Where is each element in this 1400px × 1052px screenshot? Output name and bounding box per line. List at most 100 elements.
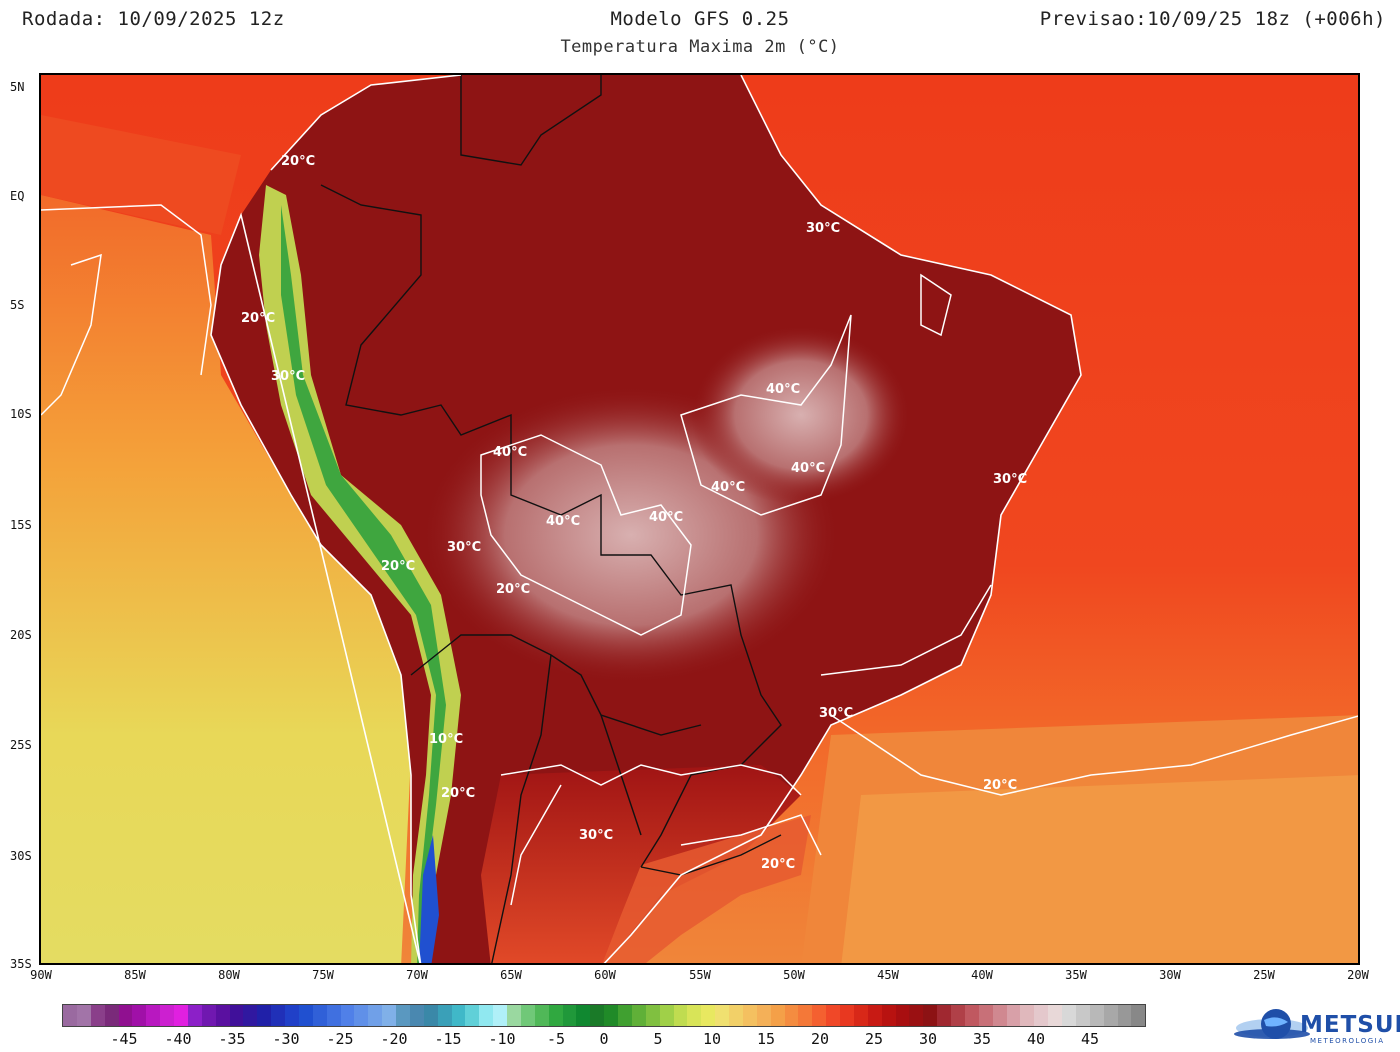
contour-label: 10°C	[429, 732, 463, 747]
colorbar-segment	[909, 1005, 924, 1026]
colorbar-segment	[229, 1005, 244, 1026]
colorbar-segment	[770, 1005, 785, 1026]
colorbar-segment	[215, 1005, 230, 1026]
colorbar-segment	[812, 1005, 827, 1026]
lon-tick-label: 40W	[971, 968, 993, 982]
contour-label: 30°C	[447, 540, 481, 555]
colorbar-segment	[423, 1005, 438, 1026]
colorbar-tick-label: 40	[1026, 1030, 1046, 1048]
colorbar-tick-label: -40	[164, 1030, 192, 1048]
lat-tick-label: EQ	[10, 189, 25, 203]
colorbar-tick-label: -15	[434, 1030, 462, 1048]
pacific-ocean	[41, 195, 411, 963]
colorbar-tick-label: -25	[326, 1030, 354, 1048]
lat-tick-label: 5S	[10, 298, 25, 312]
colorbar-segment	[840, 1005, 854, 1026]
colorbar-tick-label: 45	[1080, 1030, 1100, 1048]
colorbar-segment	[409, 1005, 424, 1026]
colorbar-segment	[895, 1005, 910, 1026]
colorbar-segment	[1048, 1005, 1062, 1026]
colorbar-segment	[715, 1005, 729, 1026]
colorbar-tick-label: -5	[546, 1030, 566, 1048]
contour-label: 30°C	[579, 828, 613, 843]
colorbar-segment	[867, 1005, 882, 1026]
colorbar-segment	[659, 1005, 674, 1026]
colorbar-segment	[1075, 1005, 1090, 1026]
colorbar-segment	[687, 1005, 702, 1026]
colorbar-segment	[756, 1005, 771, 1026]
lon-tick-label: 90W	[30, 968, 52, 982]
lon-tick-label: 80W	[218, 968, 240, 982]
colorbar-segment	[729, 1005, 743, 1026]
colorbar-segment	[76, 1005, 91, 1026]
colorbar-segment	[285, 1005, 299, 1026]
colorbar-segment	[132, 1005, 147, 1026]
colorbar-segment	[437, 1005, 452, 1026]
temperature-colorbar	[62, 1004, 1146, 1027]
colorbar-tick-label: 15	[756, 1030, 776, 1048]
colorbar-segment	[576, 1005, 591, 1026]
contour-label: 20°C	[496, 582, 530, 597]
lon-tick-label: 70W	[406, 968, 428, 982]
contour-label: 20°C	[381, 559, 415, 574]
colorbar-segment	[493, 1005, 507, 1026]
colorbar-segment	[1117, 1005, 1132, 1026]
lon-tick-label: 65W	[500, 968, 522, 982]
colorbar-segment	[118, 1005, 133, 1026]
colorbar-segment	[826, 1005, 840, 1026]
contour-label: 40°C	[791, 461, 825, 476]
colorbar-segment	[784, 1005, 799, 1026]
variable-label: Temperatura Maxima 2m (°C)	[560, 37, 840, 57]
contour-label: 40°C	[649, 510, 683, 525]
contour-label: 20°C	[761, 857, 795, 872]
contour-label: 40°C	[546, 514, 580, 529]
colorbar-tick-label: 0	[599, 1030, 609, 1048]
andes-cool-strip	[259, 185, 461, 963]
colorbar-segment	[618, 1005, 632, 1026]
colorbar-tick-label: 10	[702, 1030, 722, 1048]
colorbar-segment	[90, 1005, 105, 1026]
colorbar-segment	[923, 1005, 938, 1026]
contour-label: 40°C	[766, 382, 800, 397]
contour-label: 20°C	[441, 786, 475, 801]
colorbar-segment	[853, 1005, 868, 1026]
colorbar-segment	[368, 1005, 383, 1026]
colorbar-segment	[1089, 1005, 1104, 1026]
forecast-label: Previsao:10/09/25 18z (+006h)	[1039, 8, 1386, 30]
colorbar-segment	[465, 1005, 480, 1026]
lat-tick-label: 25S	[10, 738, 32, 752]
colorbar-tick-label: 25	[864, 1030, 884, 1048]
model-label: Modelo GFS 0.25	[610, 8, 790, 30]
colorbar-segment	[298, 1005, 313, 1026]
colorbar-segment	[1006, 1005, 1021, 1026]
contour-label: 30°C	[806, 221, 840, 236]
colorbar-segment	[354, 1005, 369, 1026]
colorbar-segment	[1131, 1005, 1146, 1026]
colorbar-segment	[645, 1005, 660, 1026]
metsul-globe-logo	[1234, 1009, 1310, 1039]
temperature-map: 30°C 20°C 20°C 30°C 20°C 20°C 10°C 20°C …	[39, 73, 1360, 965]
lat-tick-label: 5N	[10, 80, 25, 94]
colorbar-segment	[798, 1005, 813, 1026]
contour-label: 30°C	[993, 472, 1027, 487]
colorbar-segment	[201, 1005, 216, 1026]
colorbar-segment	[992, 1005, 1007, 1026]
lat-tick-label: 15S	[10, 518, 32, 532]
colorbar-segment	[590, 1005, 605, 1026]
lon-tick-label: 45W	[877, 968, 899, 982]
colorbar-segment	[507, 1005, 521, 1026]
contour-label: 20°C	[983, 778, 1017, 793]
colorbar-segment	[534, 1005, 549, 1026]
colorbar-tick-label: -35	[218, 1030, 246, 1048]
colorbar-segment	[742, 1005, 757, 1026]
contour-label: 40°C	[711, 480, 745, 495]
colorbar-segment	[604, 1005, 618, 1026]
colorbar-segment	[548, 1005, 563, 1026]
colorbar-segment	[104, 1005, 119, 1026]
colorbar-segment	[187, 1005, 202, 1026]
colorbar-tick-label: 35	[972, 1030, 992, 1048]
colorbar-segment	[631, 1005, 646, 1026]
colorbar-tick-label: 30	[918, 1030, 938, 1048]
colorbar-segment	[881, 1005, 896, 1026]
colorbar-segment	[146, 1005, 161, 1026]
